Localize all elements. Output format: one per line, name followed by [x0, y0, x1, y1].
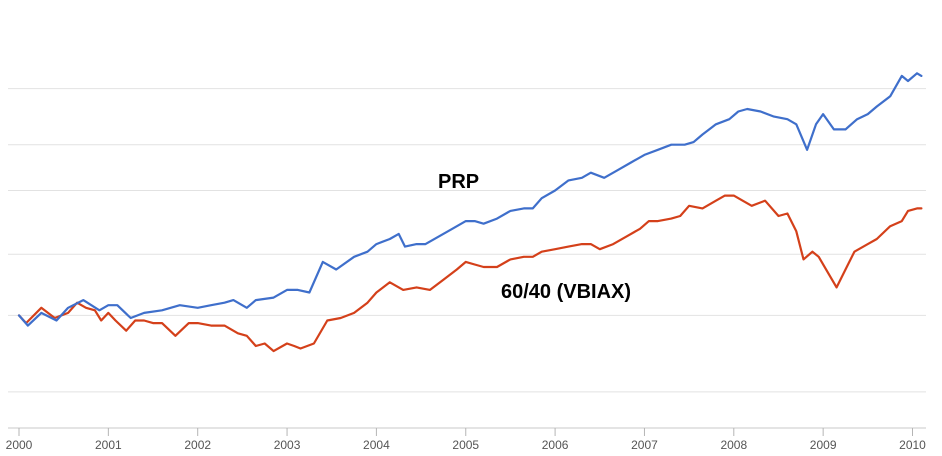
series-lines — [17, 72, 923, 353]
x-tick-label-2002: 2002 — [184, 438, 211, 452]
series-line-vbiax — [17, 194, 923, 353]
x-tick-label-2006: 2006 — [542, 438, 569, 452]
series-label-vbiax: 60/40 (VBIAX) — [501, 281, 631, 303]
x-tick-label-2004: 2004 — [363, 438, 390, 452]
x-tick-label-2000: 2000 — [6, 438, 33, 452]
series-line-prp — [17, 72, 923, 327]
x-tick-label-2001: 2001 — [95, 438, 122, 452]
x-tick-label-2003: 2003 — [274, 438, 301, 452]
x-axis-ticks: 2000 2001 2002 2003 2004 2005 2006 2007 2008 2009… — [6, 428, 926, 452]
x-tick-label-2009: 2009 — [810, 438, 837, 452]
x-tick-label-2010: 2010 — [899, 438, 926, 452]
gridlines — [8, 88, 926, 393]
x-tick-label-2005: 2005 — [452, 438, 479, 452]
x-tick-label-2008: 2008 — [720, 438, 747, 452]
series-label-prp: PRP — [438, 171, 479, 193]
x-tick-label-2007: 2007 — [631, 438, 658, 452]
